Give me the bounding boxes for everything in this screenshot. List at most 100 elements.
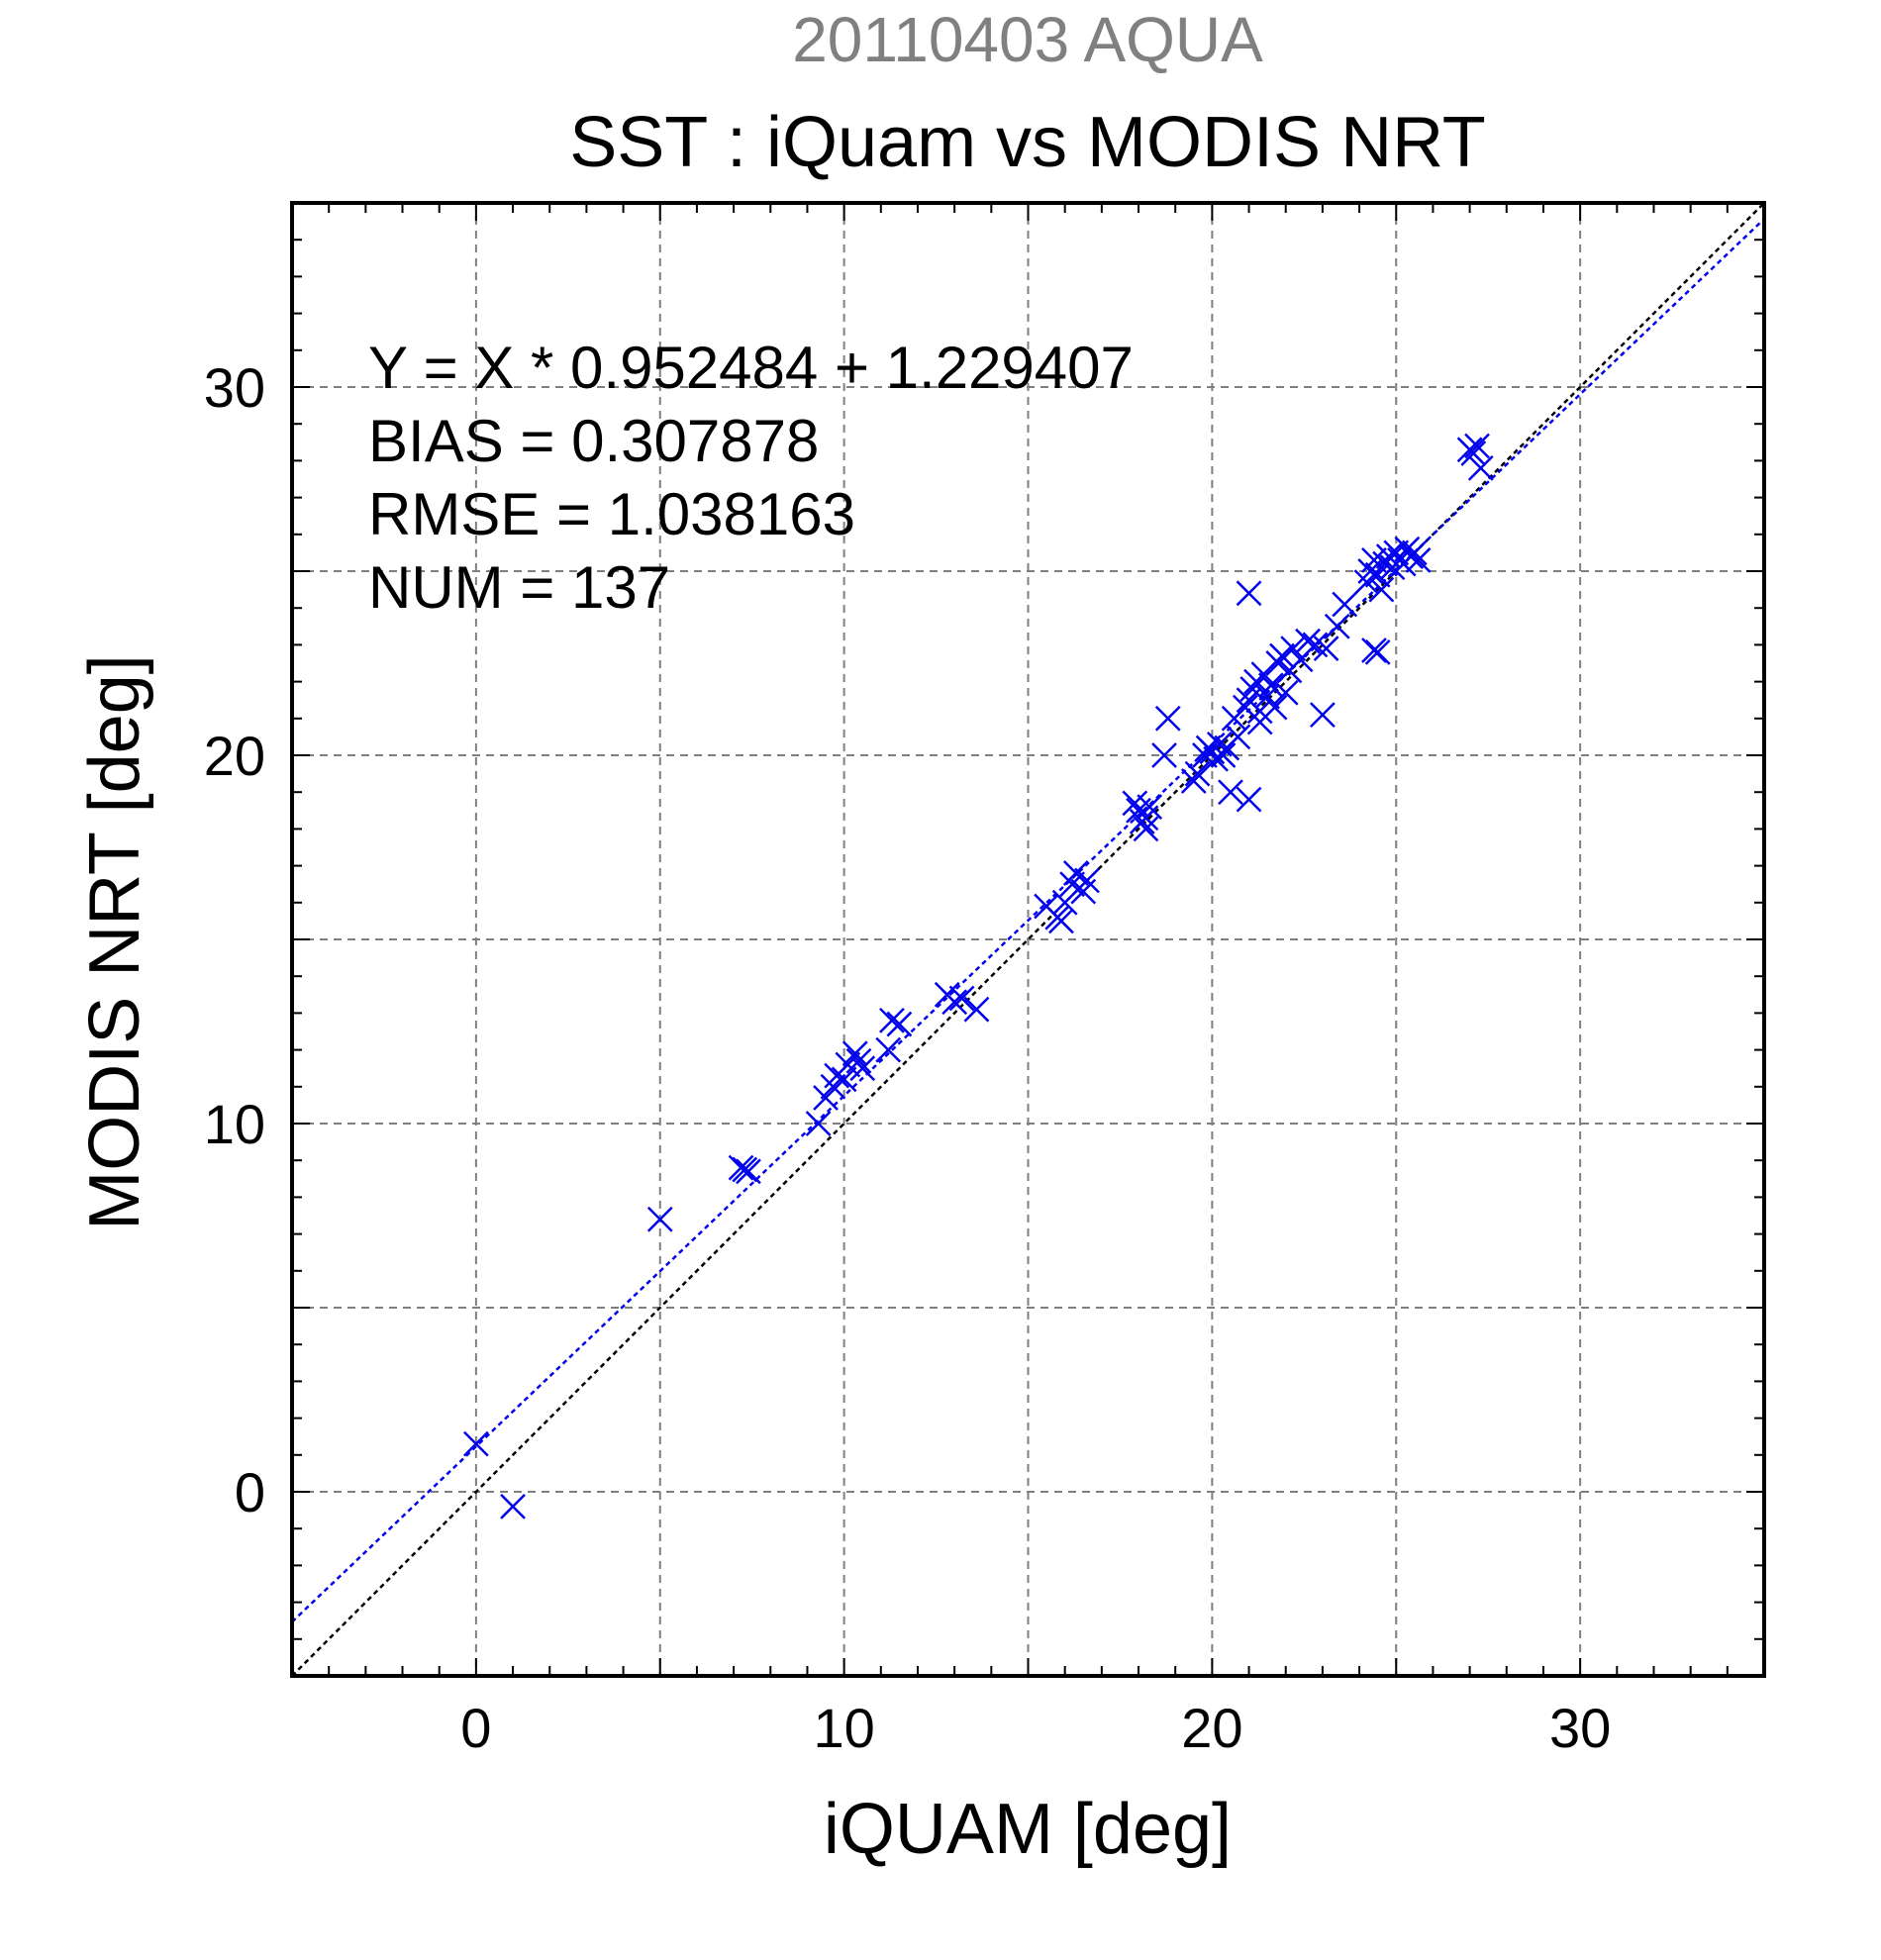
data-point [1324, 613, 1350, 639]
data-point [1246, 698, 1273, 725]
data-point-stroke [1361, 637, 1387, 663]
data-point-stroke [1364, 638, 1391, 665]
data-point [732, 1156, 758, 1183]
data-point-stroke [1302, 632, 1329, 658]
data-point [1180, 768, 1207, 794]
chart-title: SST : iQuam vs MODIS NRT [569, 103, 1486, 182]
data-point-stroke [728, 1154, 754, 1181]
data-point-stroke [732, 1156, 758, 1183]
data-point [736, 1158, 761, 1185]
data-point-stroke [941, 989, 968, 1016]
y-tick-label: 0 [235, 1461, 265, 1523]
data-point [1133, 805, 1159, 832]
x-tick-label: 0 [460, 1697, 491, 1759]
y-axis-label: MODIS NRT [deg] [75, 654, 154, 1230]
data-point-stroke [1210, 742, 1237, 768]
data-point-stroke [879, 1007, 905, 1033]
data-point [849, 1055, 876, 1082]
data-point-stroke [1361, 546, 1387, 573]
data-point-stroke [1062, 860, 1089, 886]
data-point [1332, 591, 1358, 618]
data-point-stroke [875, 1036, 902, 1063]
rmse-value: RMSE = 1.038163 [368, 481, 855, 547]
data-point [886, 1011, 913, 1037]
data-point [500, 1493, 526, 1519]
data-point [1184, 760, 1211, 787]
x-tick-label: 30 [1549, 1697, 1611, 1759]
data-point [1261, 694, 1288, 721]
data-point-stroke [1206, 731, 1233, 757]
data-point-stroke [805, 1111, 832, 1136]
grid-layer [292, 203, 1764, 1676]
data-point-stroke [1184, 760, 1211, 787]
data-point [963, 996, 990, 1023]
data-point [879, 1007, 905, 1033]
y-tick-label: 30 [204, 356, 265, 419]
data-point [831, 1066, 857, 1093]
data-point-stroke [948, 985, 975, 1012]
data-point [1280, 636, 1307, 662]
data-point [1313, 636, 1339, 662]
data-point-stroke [500, 1493, 526, 1519]
data-point-stroke [842, 1040, 868, 1067]
data-point-stroke [646, 1206, 673, 1232]
y-tick-label: 10 [204, 1093, 265, 1155]
y-tick-label: 20 [204, 725, 265, 787]
regression-equation: Y = X * 0.952484 + 1.229407 [368, 335, 1134, 401]
data-point-stroke [886, 1011, 913, 1037]
data-point-stroke [1133, 816, 1159, 842]
data-point [1310, 702, 1336, 728]
data-point-stroke [1192, 742, 1218, 768]
data-point [941, 989, 968, 1016]
data-point [1133, 816, 1159, 842]
data-point [1062, 860, 1089, 886]
data-point-stroke [1232, 694, 1258, 721]
data-point-stroke [1236, 580, 1262, 607]
data-point [875, 1036, 902, 1063]
data-point-stroke [1225, 724, 1251, 750]
data-point [842, 1040, 868, 1067]
data-point-stroke [1048, 908, 1074, 934]
data-point-stroke [1122, 790, 1148, 817]
data-point-stroke [1257, 672, 1284, 699]
data-point [1295, 628, 1321, 654]
data-point [1154, 705, 1181, 732]
data-point [1272, 679, 1299, 706]
data-point [1401, 539, 1428, 566]
data-point-stroke [1154, 705, 1181, 732]
data-point-stroke [1180, 768, 1207, 794]
data-point-stroke [736, 1158, 761, 1185]
data-point-stroke [1368, 576, 1395, 603]
data-point-stroke [1280, 636, 1307, 662]
plot-frame [290, 201, 1766, 1678]
x-tick-label: 10 [813, 1697, 874, 1759]
data-point [1361, 637, 1387, 663]
data-point-stroke [845, 1047, 872, 1074]
data-point [948, 985, 975, 1012]
data-point-stroke [1467, 454, 1494, 481]
annotation-layer: Y = X * 0.952484 + 1.229407 BIAS = 0.3078… [368, 335, 1134, 621]
data-point [1257, 672, 1284, 699]
data-point-stroke [1246, 698, 1273, 725]
data-point-stroke [1239, 676, 1266, 702]
num-value: NUM = 137 [368, 554, 670, 621]
data-point [1467, 454, 1494, 481]
data-point [1051, 889, 1078, 916]
data-point [1368, 576, 1395, 603]
data-point [1464, 433, 1490, 459]
data-point [845, 1047, 872, 1074]
data-point [646, 1206, 673, 1232]
data-point-stroke [1310, 702, 1336, 728]
data-point-stroke [1375, 543, 1402, 570]
data-point [1460, 441, 1487, 466]
marker-layer [462, 433, 1494, 1519]
line-layer [291, 202, 1765, 1677]
data-point [1151, 742, 1177, 768]
data-point-stroke [1151, 742, 1177, 768]
data-point-stroke [1464, 433, 1490, 459]
data-point-stroke [1236, 786, 1262, 813]
x-axis-label: iQUAM [deg] [824, 1790, 1232, 1869]
data-point [1218, 779, 1243, 806]
